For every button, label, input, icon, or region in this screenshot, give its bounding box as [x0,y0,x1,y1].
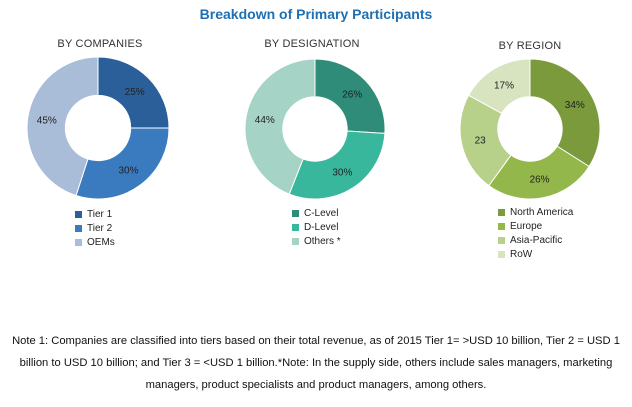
legend-item: Europe [498,219,573,233]
legend-label: RoW [510,248,533,260]
footnote: Note 1: Companies are classified into ti… [12,335,620,391]
slice-others [244,58,316,195]
legend-item: North America [498,205,573,219]
slice-north-america [529,58,601,168]
legend-label: Europe [510,220,543,232]
legend-swatch [498,250,505,258]
legend-item: C-Level [292,206,341,220]
legend-label: C-Level [304,207,339,219]
slice-label: 26% [342,90,362,101]
chart-title-companies: BY COMPANIES [57,38,143,50]
slice-label: 30% [332,168,352,179]
slice-oems [26,56,99,197]
chart-title-designation: BY DESIGNATION [264,38,360,50]
legend-label: North America [510,206,574,218]
legend-item: OEMs [75,235,115,249]
legend-label: OEMs [87,236,115,248]
legend-item: Tier 2 [75,221,115,235]
legend-swatch [75,210,82,218]
legend-swatch [75,224,82,232]
slice-label: 23 [475,136,487,147]
slice-tier-2 [75,127,170,200]
slice-label: 25% [125,87,145,98]
legend-swatch [75,238,82,246]
legend-item: Asia-Pacific [498,233,573,247]
donut-chart-region: 34% 26% 23 17% [459,58,601,200]
slice-label: 45% [37,115,57,126]
legend-item: Others * [292,234,341,248]
legend-label: Tier 1 [87,208,113,220]
page-title: Breakdown of Primary Participants [199,6,433,22]
legend-swatch [292,237,299,245]
slice-c-level [314,58,386,134]
legend-item: Tier 1 [75,207,115,221]
legend-label: Asia-Pacific [510,234,563,246]
slice-europe [488,145,590,200]
legend-companies: Tier 1 Tier 2 OEMs [75,207,115,249]
donut-chart-designation: 26% 30% 44% [244,58,386,200]
slice-label: 30% [118,165,138,176]
legend-swatch [498,236,505,244]
slice-label: 34% [565,100,585,111]
legend-label: Others * [304,235,341,247]
legend-region: North America Europe Asia-Pacific RoW [498,205,573,261]
chart-title-region: BY REGION [498,40,562,52]
legend-swatch [292,209,299,217]
legend-designation: C-Level D-Level Others * [292,206,341,248]
slice-label: 44% [255,115,275,126]
slice-asia-pacific [459,94,512,187]
slice-label: 17% [494,81,514,92]
legend-swatch [498,208,505,216]
legend-item: D-Level [292,220,341,234]
slice-row [467,58,531,115]
legend-label: D-Level [304,221,339,233]
legend-swatch [498,222,505,230]
slice-label: 26% [530,175,550,186]
slice-d-level [288,130,386,200]
legend-item: RoW [498,247,573,261]
donut-chart-companies: 25% 30% 45% [26,56,170,200]
slice-tier-1 [97,56,170,129]
legend-swatch [292,223,299,231]
legend-label: Tier 2 [87,222,113,234]
